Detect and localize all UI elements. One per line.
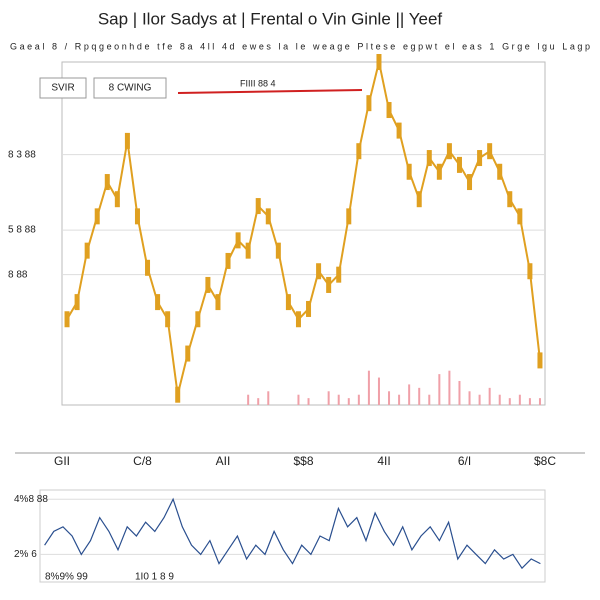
volume-bar [498, 394, 501, 405]
candle [537, 352, 543, 369]
volume-bar [448, 370, 451, 405]
x-tick-label: $$8 [293, 454, 313, 468]
volume-bar [408, 384, 411, 405]
volume-bar [468, 391, 471, 405]
plot-frame [61, 61, 546, 406]
volume-bar [347, 398, 350, 405]
title: Sap | Ilor Sadys at | Frental o Vin Ginl… [98, 9, 443, 28]
button[interactable] [39, 77, 87, 99]
series-line [66, 61, 541, 395]
volume-bar [538, 398, 541, 405]
series-line [44, 497, 541, 570]
volume-bar [398, 394, 401, 405]
volume-bar [247, 394, 250, 405]
y-tick-label: 4%8 88 [14, 494, 48, 505]
volume-bar [357, 394, 360, 405]
volume-bar [307, 398, 310, 405]
lower-frame [39, 489, 546, 583]
volume-bar [518, 394, 521, 405]
x-tick-label: 8%9% 99 [45, 572, 88, 583]
x-tick-label: $8C [534, 454, 556, 468]
volume-bar [297, 394, 300, 405]
volume-bar [488, 387, 491, 405]
button-label[interactable]: 8 CWING [109, 83, 152, 94]
x-tick-label: GII [54, 454, 70, 468]
x-tick-label: C/8 [133, 454, 152, 468]
volume-bar [377, 377, 380, 405]
y-tick-label: 2% 6 [14, 549, 37, 560]
volume-bar [257, 398, 260, 405]
button[interactable] [93, 77, 167, 99]
x-tick-label: 6/I [458, 454, 471, 468]
x-tick-label: AII [216, 454, 231, 468]
volume-bar [428, 394, 431, 405]
volume-bar [367, 370, 370, 405]
volume-bar [508, 398, 511, 405]
y-tick-label: 5 8 88 [8, 225, 36, 236]
volume-bar [438, 374, 441, 405]
x-tick-label: 1I0 1 8 9 [135, 572, 174, 583]
annotation: FIIII 88 4 [240, 78, 276, 88]
button-label[interactable]: SVIR [51, 83, 74, 94]
subtitle: Gaeal 8 / Rpqgeonhde tfe 8a 4ll 4d ewes … [10, 41, 590, 51]
volume-bar [528, 398, 531, 405]
y-tick-label: 8 88 [8, 269, 28, 280]
x-tick-label: 4II [377, 454, 390, 468]
volume-bar [458, 380, 461, 405]
volume-bar [267, 391, 270, 405]
y-tick-label: 8 3 88 [8, 149, 36, 160]
volume-bar [418, 387, 421, 405]
volume-bar [327, 391, 330, 405]
volume-bar [478, 394, 481, 405]
annotation-line [177, 89, 363, 94]
volume-bar [388, 391, 391, 405]
volume-bar [337, 394, 340, 405]
